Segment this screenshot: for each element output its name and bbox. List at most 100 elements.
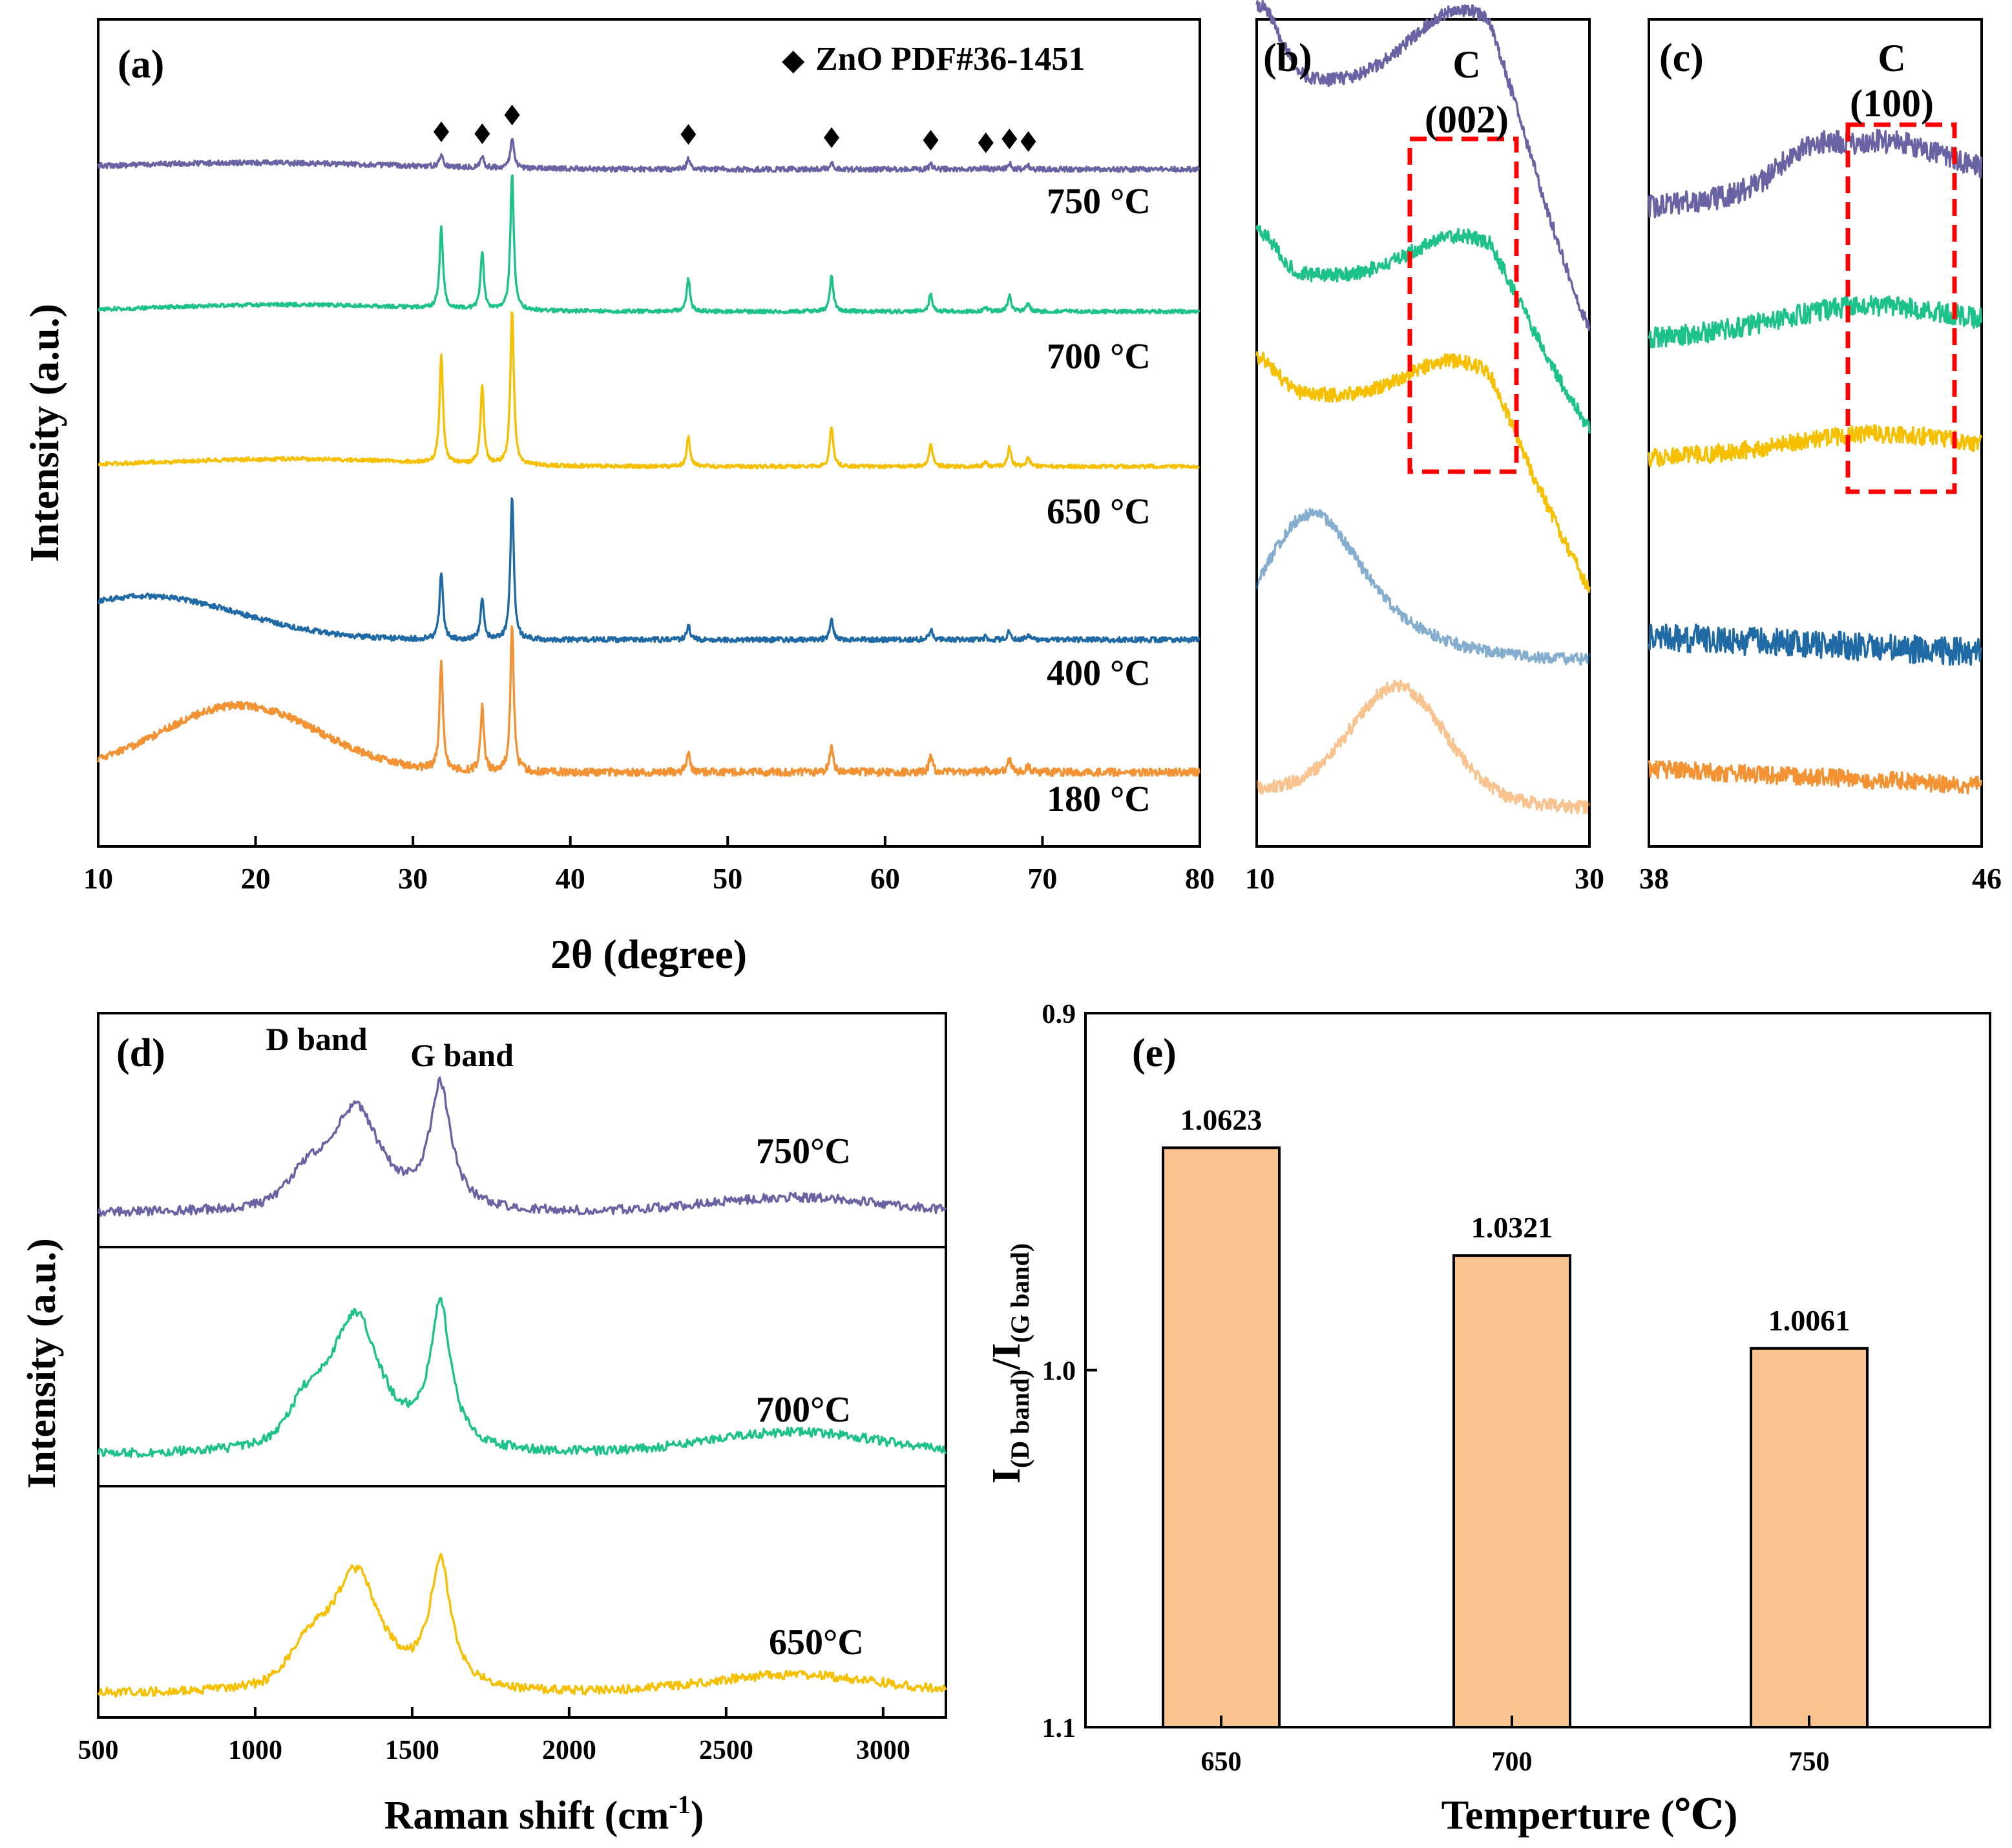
bar-650 <box>1162 1146 1281 1728</box>
raman-series-700 <box>97 1297 947 1458</box>
panel-c-highlight-box <box>1845 122 1957 494</box>
panel-a-x-tick-label: 30 <box>398 862 428 895</box>
panel-c-traces <box>1648 129 1983 795</box>
panel-d-traces <box>97 1076 947 1698</box>
series-label-700: 700 °C <box>1047 337 1151 377</box>
panel-b-frame <box>1255 18 1591 848</box>
d-band-label: D band <box>266 1021 367 1057</box>
panel-b-annotation: C <box>1452 43 1480 86</box>
bar-value-label-750: 1.0061 <box>1768 1304 1850 1337</box>
xrd-series-400 <box>97 497 1200 644</box>
xrd-zoom-100-series-750 <box>1648 129 1983 218</box>
zno-peak-marker-icon <box>1001 129 1018 149</box>
panel-c-annotation-hkl: (100) <box>1850 82 1934 125</box>
panel-a-x-ticks: 10 20 30 40 50 60 70 80 <box>83 836 1215 895</box>
panel-d-x-tick-label: 2500 <box>699 1736 753 1765</box>
panel-c-label: (c) <box>1659 36 1704 80</box>
series-label-180: 180 °C <box>1047 779 1151 819</box>
panel-a-y-axis-title: Intensity (a.u.) <box>21 304 67 562</box>
series-label-400: 400 °C <box>1047 653 1151 693</box>
xrd-zoom-002-series-650 <box>1255 351 1591 593</box>
panel-e-bars: 1.0623 650 1.0321 700 1.0061 750 <box>1162 1103 1869 1777</box>
xrd-zoom-002-series-750 <box>1255 0 1591 331</box>
zno-peak-marker-icon <box>978 132 994 153</box>
panel-b-annotation-hkl: (002) <box>1425 98 1509 141</box>
panel-c-frame <box>1648 18 1983 848</box>
xrd-zoom-100-series-400 <box>1648 624 1983 666</box>
panel-c-x-tick-label: 38 <box>1639 862 1669 895</box>
panel-b-traces <box>1255 0 1591 815</box>
panel-a-label: (a) <box>118 43 164 87</box>
panel-b-xrd-zoom: (b) C (002) 10 30 <box>1245 0 1604 895</box>
raman-series-label-650: 650°C <box>769 1622 864 1663</box>
zno-peak-marker-icon <box>474 123 490 144</box>
panel-d-x-ticks: 500 1000 1500 2000 2500 3000 <box>78 1707 910 1765</box>
panel-e-x-axis-title: Temperture (℃) <box>1441 1792 1738 1838</box>
zno-peak-marker-icon <box>824 127 840 148</box>
panel-b-label: (b) <box>1263 36 1312 80</box>
xrd-zoom-100-series-650 <box>1648 424 1983 468</box>
panel-b-x-tick-label: 30 <box>1575 862 1604 895</box>
raman-series-750 <box>97 1076 947 1217</box>
xrd-zoom-002-series-180 <box>1256 679 1591 815</box>
xrd-zoom-002-series-400 <box>1255 507 1591 666</box>
panel-d-raman: 500 1000 1500 2000 2500 3000 (d) D band G ban… <box>20 1012 947 1838</box>
zno-peak-marker-icon <box>680 124 697 145</box>
panel-a-traces <box>97 138 1200 777</box>
panel-a-zno-markers <box>433 105 1036 153</box>
panel-e-y-tick-label: 1.0 <box>1042 1357 1076 1387</box>
panel-a-legend: ZnO PDF#36-1451 <box>815 41 1085 78</box>
panel-c-xrd-zoom: (c) C (100) 38 46 <box>1639 18 2002 895</box>
bar-700 <box>1452 1254 1571 1728</box>
panel-e-axes: 1.1 1.0 0.9 <box>1042 1000 1097 1743</box>
xrd-zoom-100-series-700 <box>1648 295 1983 349</box>
series-label-650: 650 °C <box>1047 492 1151 532</box>
panel-d-x-tick-label: 500 <box>78 1736 119 1765</box>
panel-d-label: (d) <box>116 1031 165 1075</box>
xrd-series-750 <box>97 138 1200 173</box>
panel-e-x-tick-label: 750 <box>1789 1747 1830 1777</box>
zno-peak-marker-icon <box>433 121 449 142</box>
xrd-series-700 <box>97 174 1200 315</box>
zno-peak-marker-icon <box>923 130 939 151</box>
panel-a-x-tick-label: 10 <box>83 862 113 895</box>
panel-a-x-axis-title: 2θ (degree) <box>550 931 747 977</box>
panel-e-x-tick-label: 650 <box>1201 1747 1242 1777</box>
panel-e-label: (e) <box>1132 1031 1177 1075</box>
panel-d-x-tick-label: 1000 <box>228 1736 282 1765</box>
panel-e-x-tick-label: 700 <box>1492 1747 1533 1777</box>
panel-a-x-tick-label: 40 <box>556 862 585 895</box>
panel-a-x-tick-label: 60 <box>870 862 900 895</box>
panel-d-y-axis-title: Intensity (a.u.) <box>20 1238 64 1489</box>
raman-series-650 <box>97 1553 947 1698</box>
g-band-label: G band <box>410 1037 514 1073</box>
panel-c-annotation: C <box>1878 37 1905 79</box>
panel-a-x-tick-label: 80 <box>1185 862 1215 895</box>
panel-b-highlight-box <box>1407 136 1519 474</box>
panel-d-x-tick-label: 3000 <box>856 1736 910 1765</box>
panel-a-frame <box>97 18 1201 848</box>
panel-e-y-tick-label: 0.9 <box>1042 1000 1076 1029</box>
zno-peak-marker-icon <box>1020 131 1036 152</box>
xrd-zoom-100-series-180 <box>1648 760 1983 795</box>
raman-series-label-750: 750°C <box>756 1131 851 1171</box>
panel-c-x-tick-label: 46 <box>1972 862 2002 895</box>
bar-value-label-650: 1.0623 <box>1180 1103 1263 1136</box>
panel-a-x-tick-label: 70 <box>1027 862 1057 895</box>
series-label-750: 750 °C <box>1047 182 1151 222</box>
panel-d-x-axis-title: Raman shift (cm-1) <box>384 1790 704 1838</box>
panel-e-y-axis-title: I(D band)/I(G band) <box>985 1243 1034 1484</box>
xrd-series-180 <box>97 625 1200 777</box>
raman-series-label-700: 700°C <box>756 1390 851 1430</box>
panel-d-x-tick-label: 2000 <box>542 1736 596 1765</box>
legend-diamond-icon: ◆ <box>782 43 805 76</box>
xrd-series-650 <box>98 311 1200 470</box>
panel-e-y-tick-label: 1.1 <box>1042 1714 1076 1743</box>
panel-a-xrd: 10 20 30 40 50 60 70 80 (a) ◆ ZnO PDF#36-1451 7… <box>21 18 1215 977</box>
bar-value-label-700: 1.0321 <box>1471 1211 1553 1244</box>
panel-a-x-tick-label: 20 <box>241 862 271 895</box>
panel-a-x-tick-label: 50 <box>713 862 742 895</box>
panel-d-frame <box>97 1012 947 1719</box>
panel-b-x-tick-label: 10 <box>1245 862 1275 895</box>
